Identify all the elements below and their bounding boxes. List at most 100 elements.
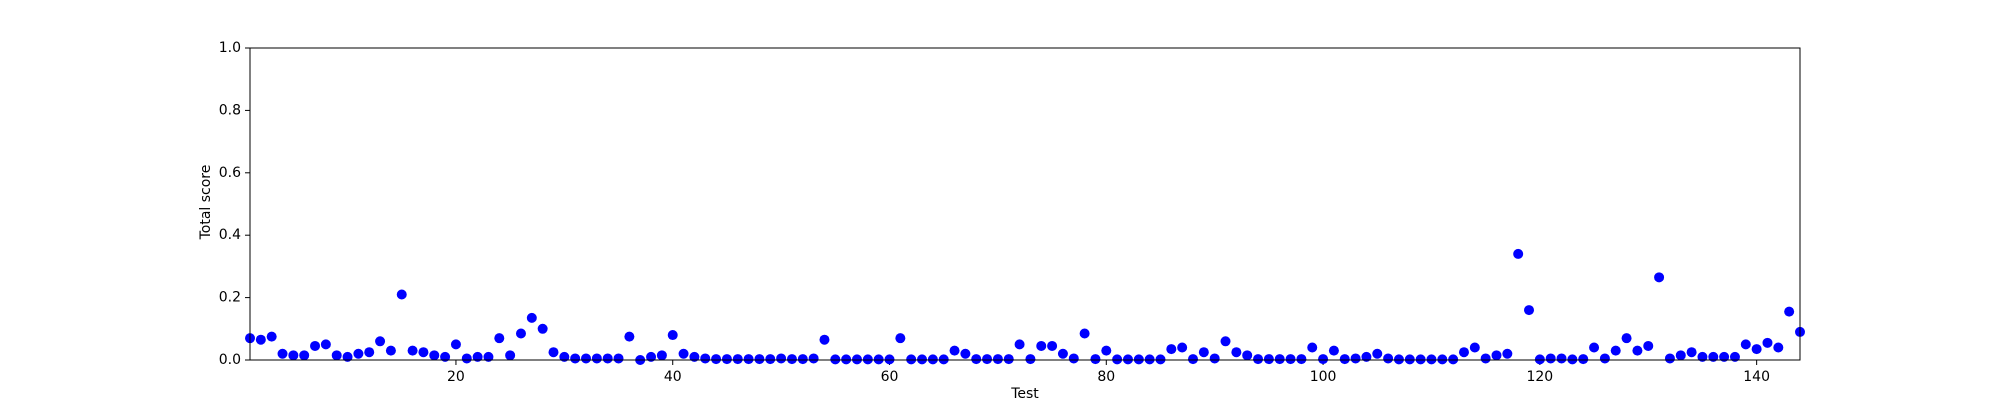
point [1112,354,1123,365]
point [1686,347,1697,358]
x-axis-label: Test [1010,386,1039,400]
point [1220,336,1231,347]
point [1003,354,1014,365]
x-tick-label: 120 [1526,369,1553,385]
point [1469,342,1480,353]
point [1155,354,1166,365]
point [1122,354,1133,365]
x-tick-label: 80 [1097,369,1115,385]
x-tick-label: 40 [664,369,682,385]
y-axis-label: Total score [198,165,214,241]
point [1242,350,1253,361]
point [1751,344,1762,355]
point [320,339,331,350]
point [1047,340,1058,351]
point [1437,354,1448,365]
point [1166,344,1177,355]
point [819,334,830,345]
point [1664,353,1675,364]
point [1426,354,1437,365]
y-tick-label: 0.6 [219,165,241,181]
point [1524,305,1535,316]
point [1545,353,1556,364]
point [1383,353,1394,364]
y-tick-label: 0.0 [219,352,241,368]
point [407,345,418,356]
point [1318,354,1329,365]
point [429,350,440,361]
x-tick-label: 100 [1310,369,1337,385]
point [1177,342,1188,353]
point [1328,345,1339,356]
y-tick-label: 1.0 [219,40,241,56]
point [1101,345,1112,356]
point [526,312,537,323]
x-tick-label: 140 [1743,369,1770,385]
point [396,289,407,300]
point [385,345,396,356]
x-tick-label: 20 [447,369,465,385]
point [721,354,732,365]
x-tick-label: 60 [881,369,899,385]
point [624,331,635,342]
point [353,348,364,359]
point [992,354,1003,365]
point [873,354,884,365]
point [364,347,375,358]
point [1621,333,1632,344]
point [1350,353,1361,364]
point [1567,354,1578,365]
point [1188,354,1199,365]
point [711,354,722,365]
point [884,354,895,365]
point [1610,345,1621,356]
point [570,353,581,364]
point [1534,354,1545,365]
point [288,350,299,361]
point [732,354,743,365]
point [1719,351,1730,362]
point [830,354,841,365]
point [1502,348,1513,359]
point [613,353,624,364]
point [851,354,862,365]
point [1393,354,1404,365]
point [808,353,819,364]
point [786,354,797,365]
point [418,347,429,358]
point [375,336,386,347]
point [960,348,971,359]
point [1274,354,1285,365]
point [862,354,873,365]
point [1458,347,1469,358]
point [927,354,938,365]
point [1697,351,1708,362]
y-tick-label: 0.2 [219,290,241,306]
point [472,351,483,362]
point [1025,354,1036,365]
point [440,351,451,362]
point [1675,350,1686,361]
point [1513,248,1524,259]
point [971,354,982,365]
point [678,348,689,359]
point [266,331,277,342]
point [1708,351,1719,362]
point [1729,351,1740,362]
point [602,353,613,364]
point [1198,347,1209,358]
point [841,354,852,365]
point [310,340,321,351]
point [1740,339,1751,350]
point [895,333,906,344]
point [1589,342,1600,353]
point [1307,342,1318,353]
plot-frame [249,47,1801,361]
point [1773,342,1784,353]
point [1578,354,1589,365]
point [1296,354,1307,365]
point [938,354,949,365]
point [1014,339,1025,350]
